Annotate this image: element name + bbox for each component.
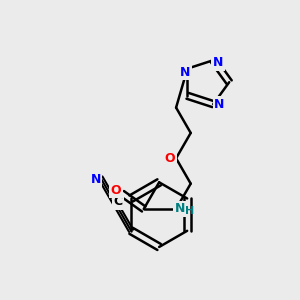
Text: N: N: [91, 172, 101, 186]
Text: N: N: [175, 202, 185, 215]
Text: O: O: [111, 184, 121, 197]
Text: O: O: [165, 152, 175, 165]
Text: C: C: [113, 195, 123, 208]
Text: N: N: [214, 98, 225, 111]
Text: H: H: [184, 206, 194, 215]
Text: N: N: [213, 56, 223, 69]
Text: N: N: [180, 66, 190, 79]
